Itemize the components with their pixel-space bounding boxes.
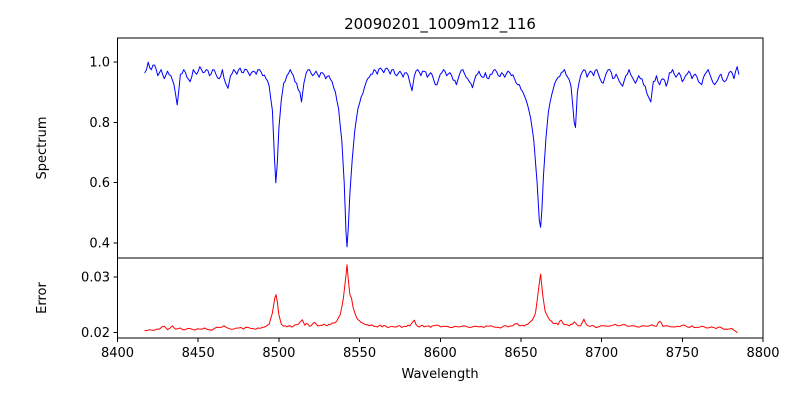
error-y-axis-label: Error bbox=[35, 282, 50, 314]
x-tick-label: 8400 bbox=[101, 346, 134, 361]
spectrum-y-tick-label: 0.8 bbox=[89, 116, 110, 131]
x-tick-label: 8550 bbox=[343, 346, 376, 361]
spectrum-line bbox=[144, 61, 740, 248]
chart-title: 20090201_1009m12_116 bbox=[344, 15, 536, 34]
x-tick-label: 8700 bbox=[585, 346, 618, 361]
x-tick-label: 8750 bbox=[666, 346, 699, 361]
x-tick-label: 8450 bbox=[182, 346, 215, 361]
x-tick-label: 8650 bbox=[504, 346, 537, 361]
x-axis-label: Wavelength bbox=[401, 367, 478, 382]
spectrum-y-axis-label: Spectrum bbox=[35, 117, 50, 180]
x-tick-label: 8500 bbox=[262, 346, 295, 361]
error-y-tick-label: 0.02 bbox=[81, 326, 110, 341]
spectrum-y-tick-label: 0.4 bbox=[89, 236, 110, 251]
error-line bbox=[144, 264, 738, 333]
error-y-tick-label: 0.03 bbox=[81, 270, 110, 285]
x-tick-label: 8800 bbox=[746, 346, 779, 361]
x-tick-label: 8600 bbox=[424, 346, 457, 361]
plot-dynamic-layer: 8400 8450 8500 8550 8600 8650 8700 8750 8800 1.0 0… bbox=[81, 56, 780, 361]
spectrum-y-tick-label: 1.0 bbox=[89, 56, 110, 71]
spectrum-y-tick-label: 0.6 bbox=[89, 176, 110, 191]
